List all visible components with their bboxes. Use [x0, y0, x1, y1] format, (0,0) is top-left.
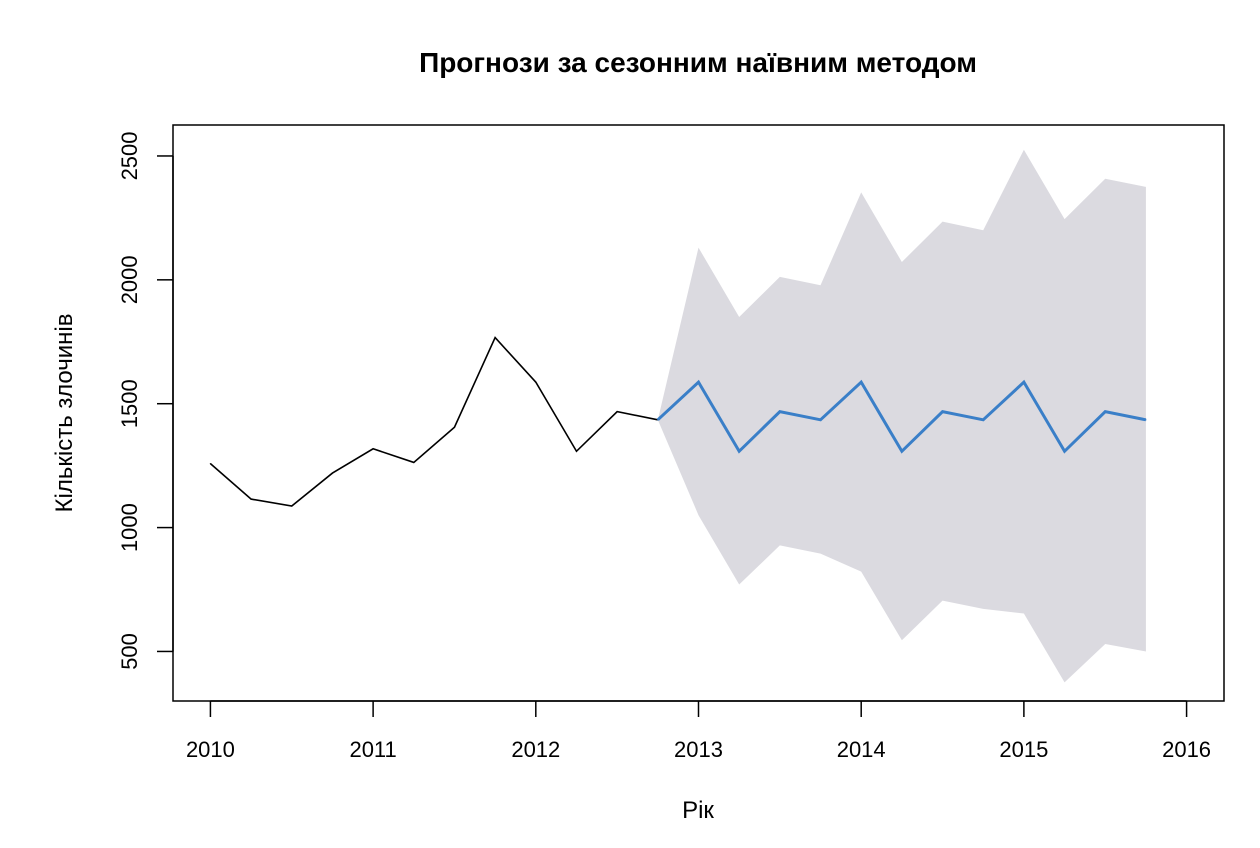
y-tick-label: 1500 [117, 379, 142, 428]
observed-point [209, 463, 212, 465]
x-tick-label: 2010 [186, 737, 235, 762]
x-tick-label: 2012 [511, 737, 560, 762]
forecast-point [1063, 450, 1066, 452]
chart-title: Прогнози за сезонним наївним методом [419, 47, 977, 78]
forecast-point [860, 381, 862, 383]
x-axis: 2010 2011 2012 2013 2014 2015 2016 [186, 700, 1211, 762]
y-tick-label: 1000 [117, 503, 142, 552]
y-axis-label: Кількість злочинів [51, 314, 78, 513]
forecast-point [738, 450, 740, 452]
x-tick-label: 2014 [837, 737, 886, 762]
x-tick-label: 2013 [674, 737, 723, 762]
y-tick-label: 2000 [117, 255, 142, 304]
y-axis: 500 1000 1500 2000 2500 [117, 131, 174, 670]
plot-area [209, 149, 1147, 683]
observed-point [616, 411, 618, 413]
forecast-point [657, 419, 659, 421]
x-tick-label: 2015 [999, 737, 1048, 762]
observed-point [372, 448, 374, 450]
x-tick-label: 2011 [349, 737, 396, 762]
forecast-point [819, 419, 822, 421]
forecast-point [982, 419, 984, 421]
y-tick-label: 2500 [117, 131, 142, 180]
x-tick-label: 2016 [1162, 737, 1211, 762]
observed-point [575, 450, 578, 452]
forecast-point [1145, 419, 1147, 421]
forecast-point [1023, 381, 1025, 383]
observed-point [453, 426, 456, 428]
forecast-point [901, 450, 903, 452]
forecast-point [941, 411, 944, 413]
x-axis-label: Рік [682, 797, 714, 824]
observed-point [331, 472, 334, 474]
forecast-point [1104, 411, 1106, 413]
observed-point [250, 498, 252, 500]
prediction-interval-band [657, 149, 1146, 683]
observed-point [494, 336, 496, 339]
observed-point [413, 461, 415, 464]
forecast-point [779, 411, 781, 413]
forecast-point [697, 381, 700, 383]
observed-line [209, 336, 658, 507]
observed-point [291, 505, 293, 507]
observed-point [535, 381, 537, 383]
y-tick-label: 500 [117, 633, 142, 670]
